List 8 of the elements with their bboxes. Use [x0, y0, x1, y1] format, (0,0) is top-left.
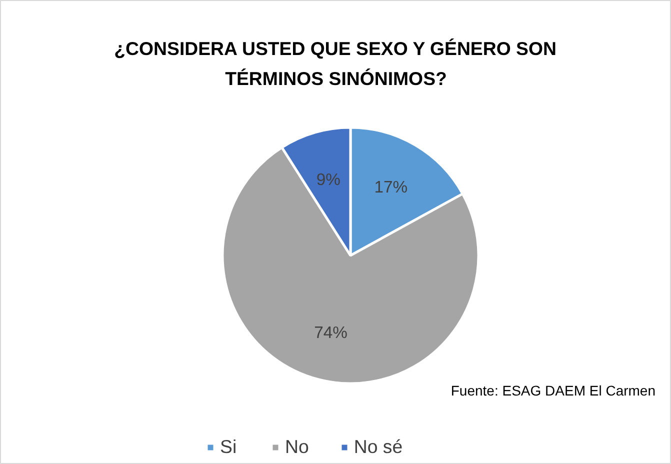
legend-label: No sé: [354, 436, 403, 458]
source-note: Fuente: ESAG DAEM El Carmen: [450, 382, 656, 398]
legend-label: Si: [220, 436, 238, 458]
data-label: 74%: [314, 322, 348, 342]
chart-title: ¿CONSIDERA USTED QUE SEXO Y GÉNERO SON TÉRMINOS SINÓNIMOS?: [114, 38, 556, 89]
data-label: 17%: [374, 178, 408, 197]
data-label: 9%: [316, 170, 341, 189]
legend-label: No: [285, 436, 309, 458]
